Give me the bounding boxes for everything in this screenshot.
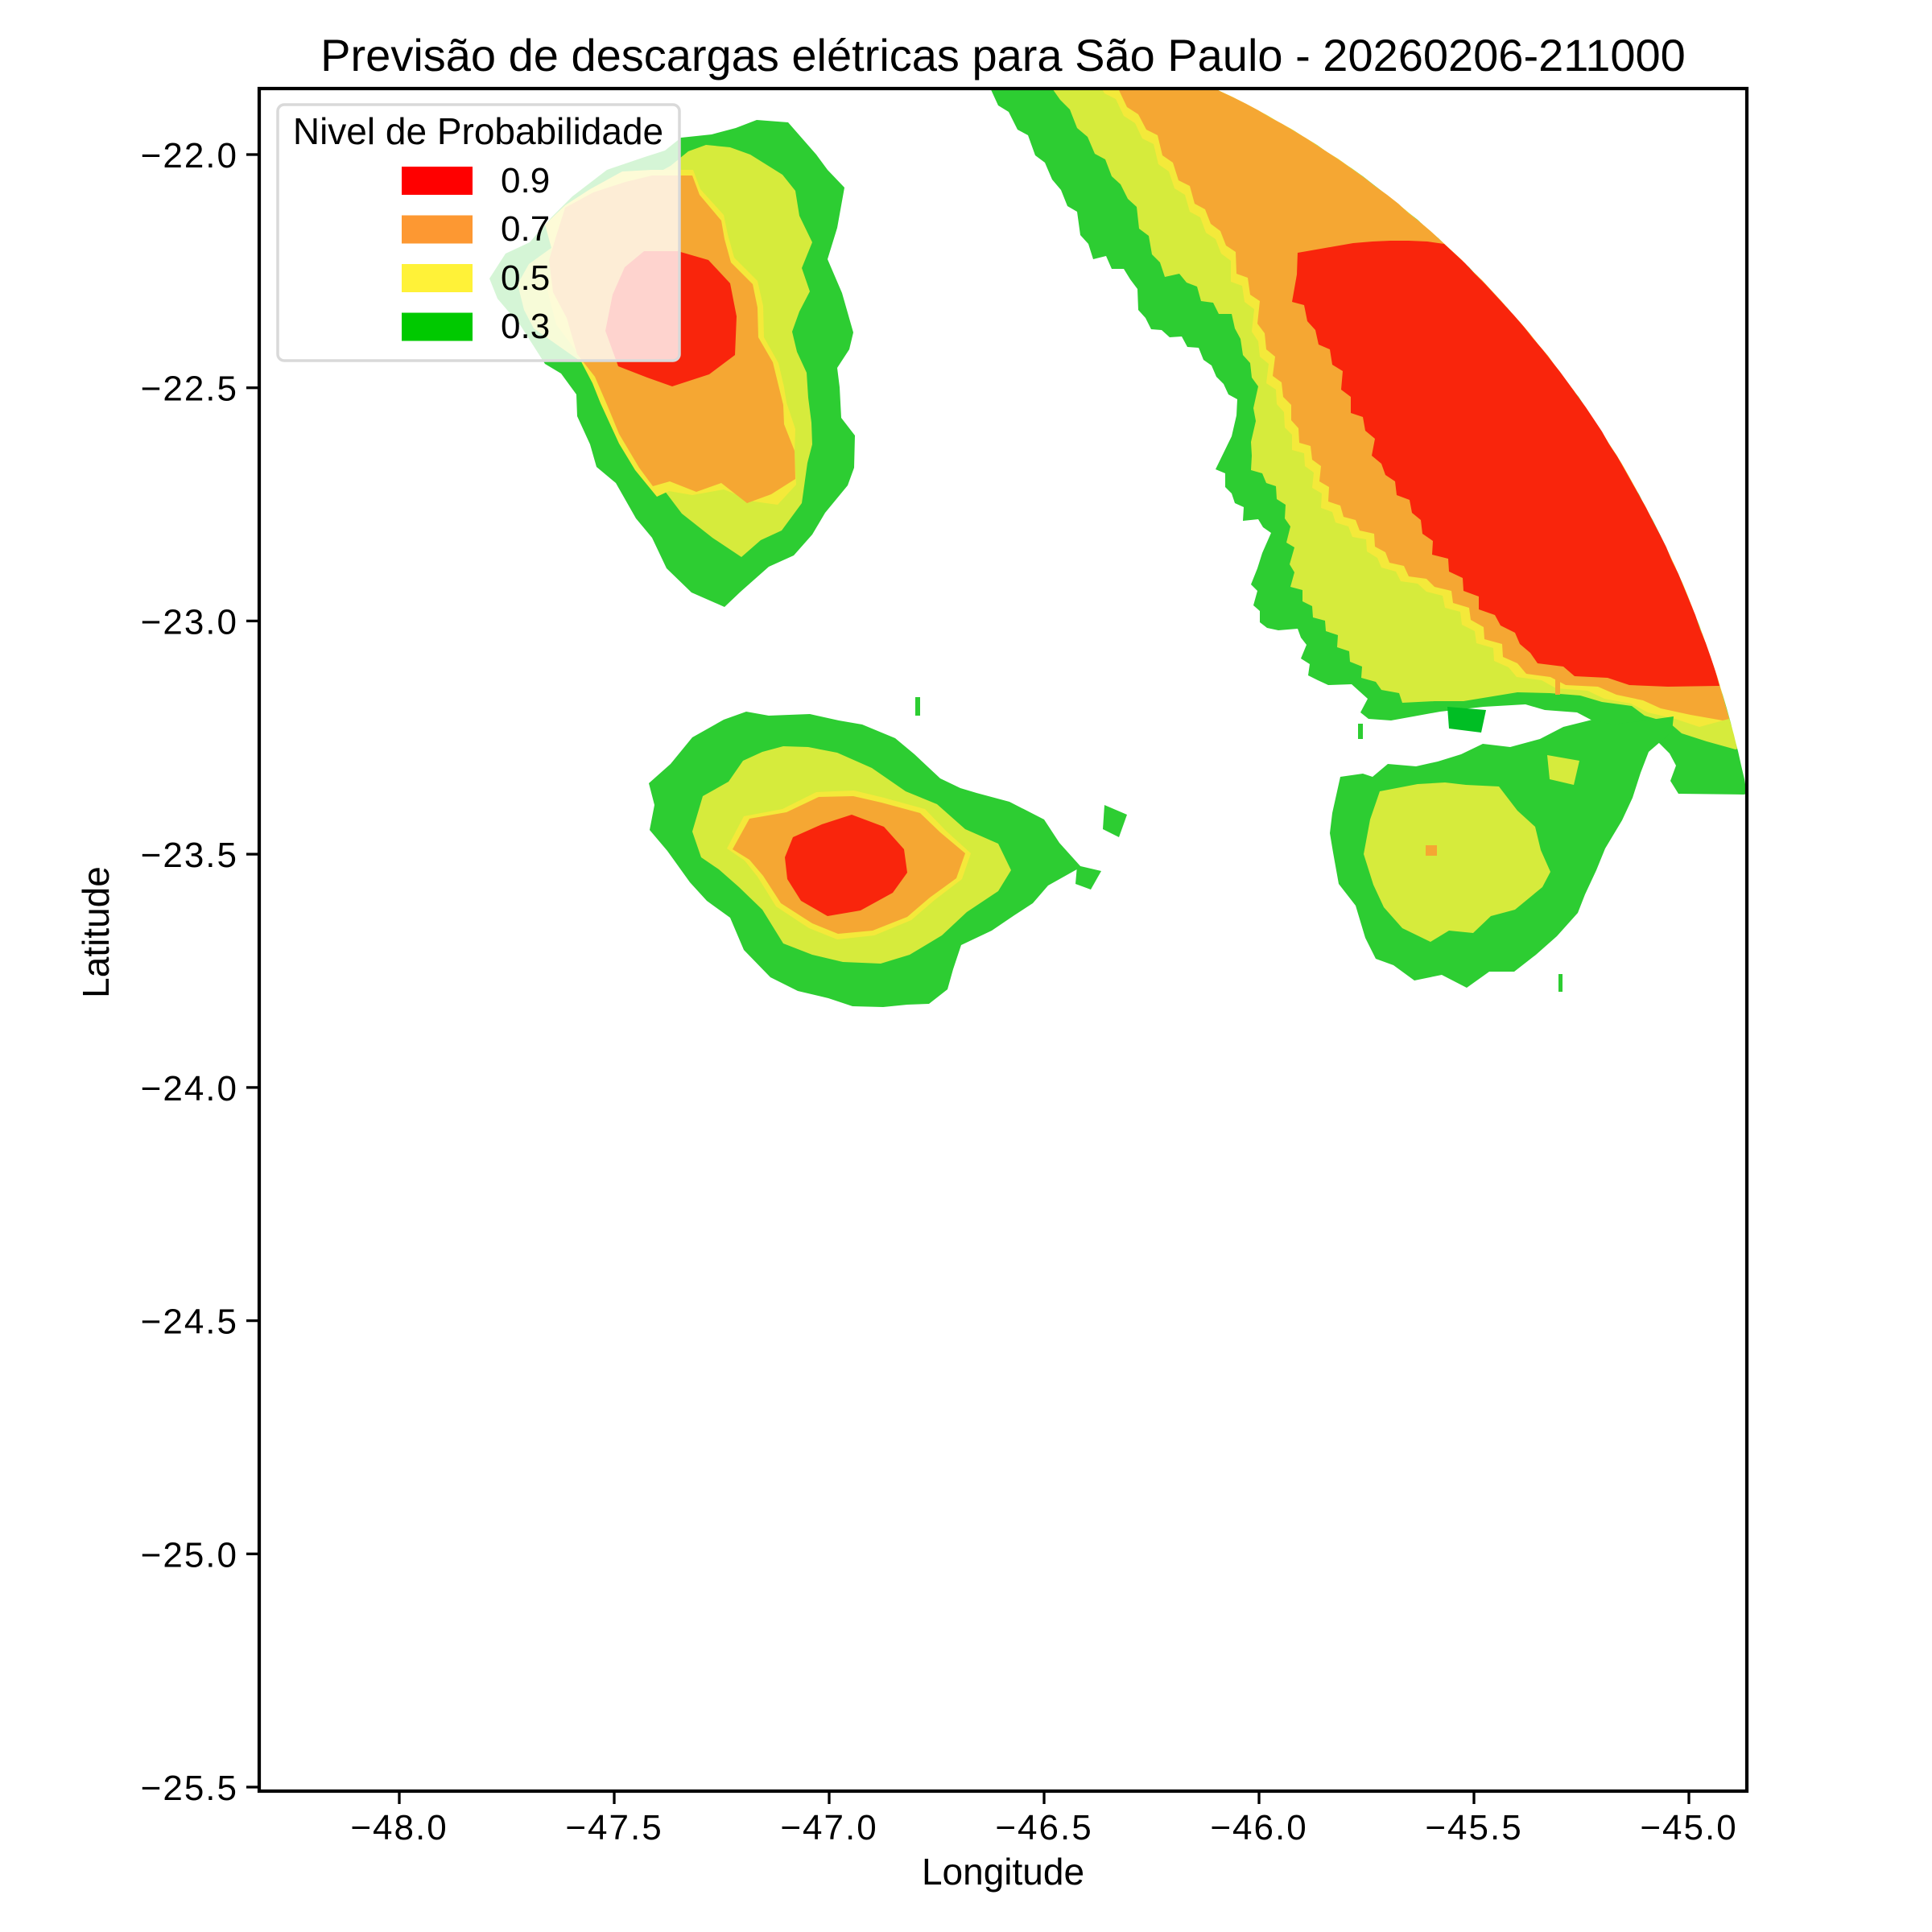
svg-text:−24.0: −24.0 [141, 1069, 238, 1108]
svg-text:−24.5: −24.5 [141, 1302, 238, 1342]
svg-text:0.3: 0.3 [501, 307, 550, 346]
svg-text:Nivel de Probabilidade: Nivel de Probabilidade [293, 110, 663, 152]
svg-text:−23.0: −23.0 [141, 602, 238, 642]
svg-text:−22.0: −22.0 [141, 136, 238, 175]
svg-text:0.7: 0.7 [501, 209, 550, 249]
svg-text:Latitude: Latitude [75, 866, 117, 998]
svg-text:−25.0: −25.0 [141, 1535, 238, 1575]
svg-text:−23.5: −23.5 [141, 836, 238, 875]
svg-text:−46.5: −46.5 [995, 1808, 1092, 1847]
svg-text:Longitude: Longitude [922, 1851, 1084, 1893]
svg-text:−45.0: −45.0 [1640, 1808, 1737, 1847]
svg-text:−45.5: −45.5 [1425, 1808, 1522, 1847]
svg-text:−22.5: −22.5 [141, 369, 238, 409]
svg-text:−47.5: −47.5 [565, 1808, 663, 1847]
svg-text:Previsão de descargas elétrica: Previsão de descargas elétricas para São… [320, 30, 1686, 80]
svg-text:−48.0: −48.0 [350, 1808, 448, 1847]
svg-text:0.9: 0.9 [501, 161, 550, 200]
svg-text:0.5: 0.5 [501, 258, 550, 298]
svg-text:−47.0: −47.0 [780, 1808, 877, 1847]
svg-text:−25.5: −25.5 [141, 1769, 238, 1808]
svg-text:−46.0: −46.0 [1210, 1808, 1307, 1847]
